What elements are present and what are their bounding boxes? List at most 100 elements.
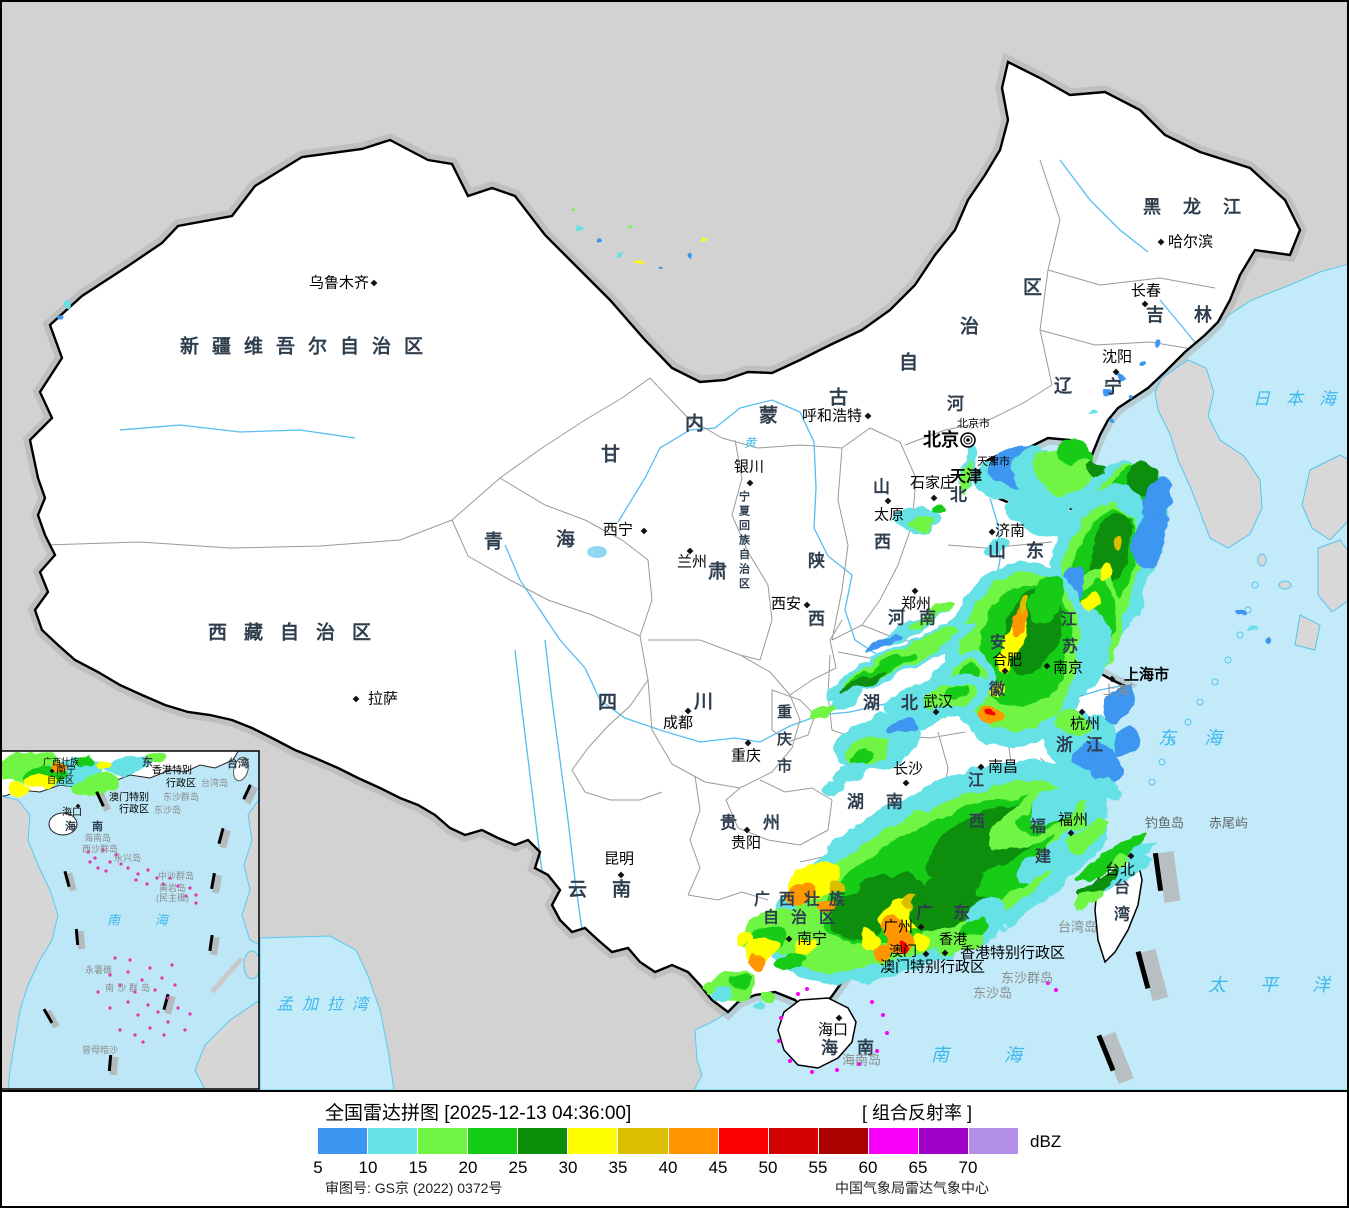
clutter-speck [870, 1000, 874, 1004]
province-label: 江 [1086, 736, 1103, 755]
island-label: 赤尾屿 [1209, 816, 1248, 831]
inset-label: 台湾岛 [201, 777, 228, 788]
city-label: 澳门 [889, 943, 917, 959]
legend-tick-label: 35 [608, 1158, 628, 1177]
radar-echo [98, 762, 112, 770]
city-label: 沈阳 [1102, 349, 1132, 366]
city-label: 北京市 [957, 416, 990, 430]
bay-of-bengal [259, 935, 395, 1090]
island-dot [188, 886, 192, 890]
radar-echo [637, 260, 643, 264]
radar-echo [1066, 820, 1110, 852]
island-dot [146, 868, 150, 872]
radar-echo [932, 505, 948, 515]
island-dot [162, 1033, 166, 1037]
island-dot [176, 884, 180, 888]
inset-label: (民主礁) [156, 892, 189, 903]
island-dot [136, 872, 140, 876]
inset-label: 行政区 [166, 777, 196, 790]
radar-station-icon [966, 438, 970, 442]
province-label: 湖 [847, 793, 864, 812]
radar-echo [64, 302, 72, 308]
city-marker [1078, 708, 1086, 716]
inset-label: 西沙群岛 [82, 843, 118, 854]
island-dot [166, 1020, 170, 1024]
clutter-speck [788, 1059, 792, 1063]
city-marker [902, 779, 910, 787]
legend-color-cell [318, 1128, 368, 1154]
radar-echo [910, 516, 934, 530]
province-label: 肃 [708, 560, 727, 583]
city-marker [684, 707, 692, 715]
radar-echo [753, 1004, 763, 1012]
island-dot [155, 876, 159, 880]
city-label: 福州 [1058, 812, 1088, 829]
legend-color-cell [718, 1128, 768, 1154]
china-radar-map: 渤海黄海东海日本海南海太平洋孟加拉湾黄 新疆维吾尔自治区西藏自治区青海甘肃内蒙古… [0, 0, 1349, 1090]
city-label: 杭州 [1070, 716, 1100, 733]
legend-color-cell [768, 1128, 818, 1154]
inset-label: 海 [65, 819, 76, 833]
radar-echo [1110, 854, 1130, 870]
radar-echo [1020, 503, 1076, 537]
radar-echo [1076, 833, 1148, 883]
island-dot [176, 1006, 180, 1010]
city-marker [803, 601, 811, 609]
province-label: 湖 [863, 694, 880, 713]
radar-echo [817, 899, 835, 913]
city-label: 长春 [1131, 283, 1161, 300]
province-label: 海 [821, 1038, 838, 1058]
city-label: 重庆 [731, 748, 761, 765]
inset-radar-echoes [1, 751, 169, 797]
island-dot [134, 878, 138, 882]
inset-label: 南宁 [56, 764, 76, 777]
city-marker [1043, 662, 1051, 670]
dash-segment [63, 870, 71, 888]
city-label: 长沙 [893, 761, 923, 778]
legend-color-cell [868, 1128, 918, 1154]
legend-tick-label: 30 [558, 1158, 578, 1177]
radar-echo [597, 238, 603, 242]
legend-color-cell [668, 1128, 718, 1154]
radar-echo [776, 951, 804, 973]
province-label: 西 [874, 533, 891, 552]
province-label: 区 [1023, 278, 1042, 299]
radar-echo [657, 266, 663, 270]
dash-segment [42, 1008, 54, 1024]
city-label: 西安 [771, 596, 801, 613]
clutter-speck [875, 1049, 879, 1053]
radar-echo [1118, 373, 1126, 379]
province-label: 南 [919, 608, 936, 628]
radar-echo [895, 940, 907, 956]
radar-echo [736, 933, 754, 947]
legend-tick-label: 20 [458, 1158, 478, 1177]
city-label: 武汉 [923, 694, 953, 711]
dash-segment [74, 928, 80, 946]
city-marker [977, 763, 985, 771]
product-label: [ 组合反射率 ] [862, 1103, 973, 1123]
legend-colorbar [318, 1128, 1019, 1154]
radar-echo [49, 761, 67, 771]
city-label: 太原 [874, 507, 904, 524]
inset-taiwan [233, 756, 249, 782]
province-label: 建 [1035, 848, 1051, 866]
dash-segment [107, 1054, 113, 1072]
map-title: 全国雷达拼图 [2025-12-13 04:36:00] [325, 1103, 632, 1124]
radar-echo [1109, 417, 1115, 423]
dash-shadow [1157, 851, 1181, 903]
province-label: 宁夏回族自治区 [739, 489, 751, 590]
inset-label: 东沙群岛 [163, 791, 199, 802]
sea-name-label: 日本海 [1253, 390, 1349, 409]
inset-label: 南海 [107, 913, 203, 928]
province-label: 东 [953, 903, 970, 923]
city-label: 海口 [818, 1022, 848, 1039]
dash-segment [1152, 852, 1164, 892]
clutter-speck [810, 1070, 814, 1074]
legend-tick-label: 25 [508, 1158, 528, 1177]
province-label: 自治区 [763, 908, 847, 927]
radar-echo [57, 314, 63, 318]
radar-echo [703, 985, 717, 995]
inset-label: 自治区 [47, 774, 74, 785]
city-marker [370, 279, 378, 287]
radar-echo [826, 688, 864, 712]
